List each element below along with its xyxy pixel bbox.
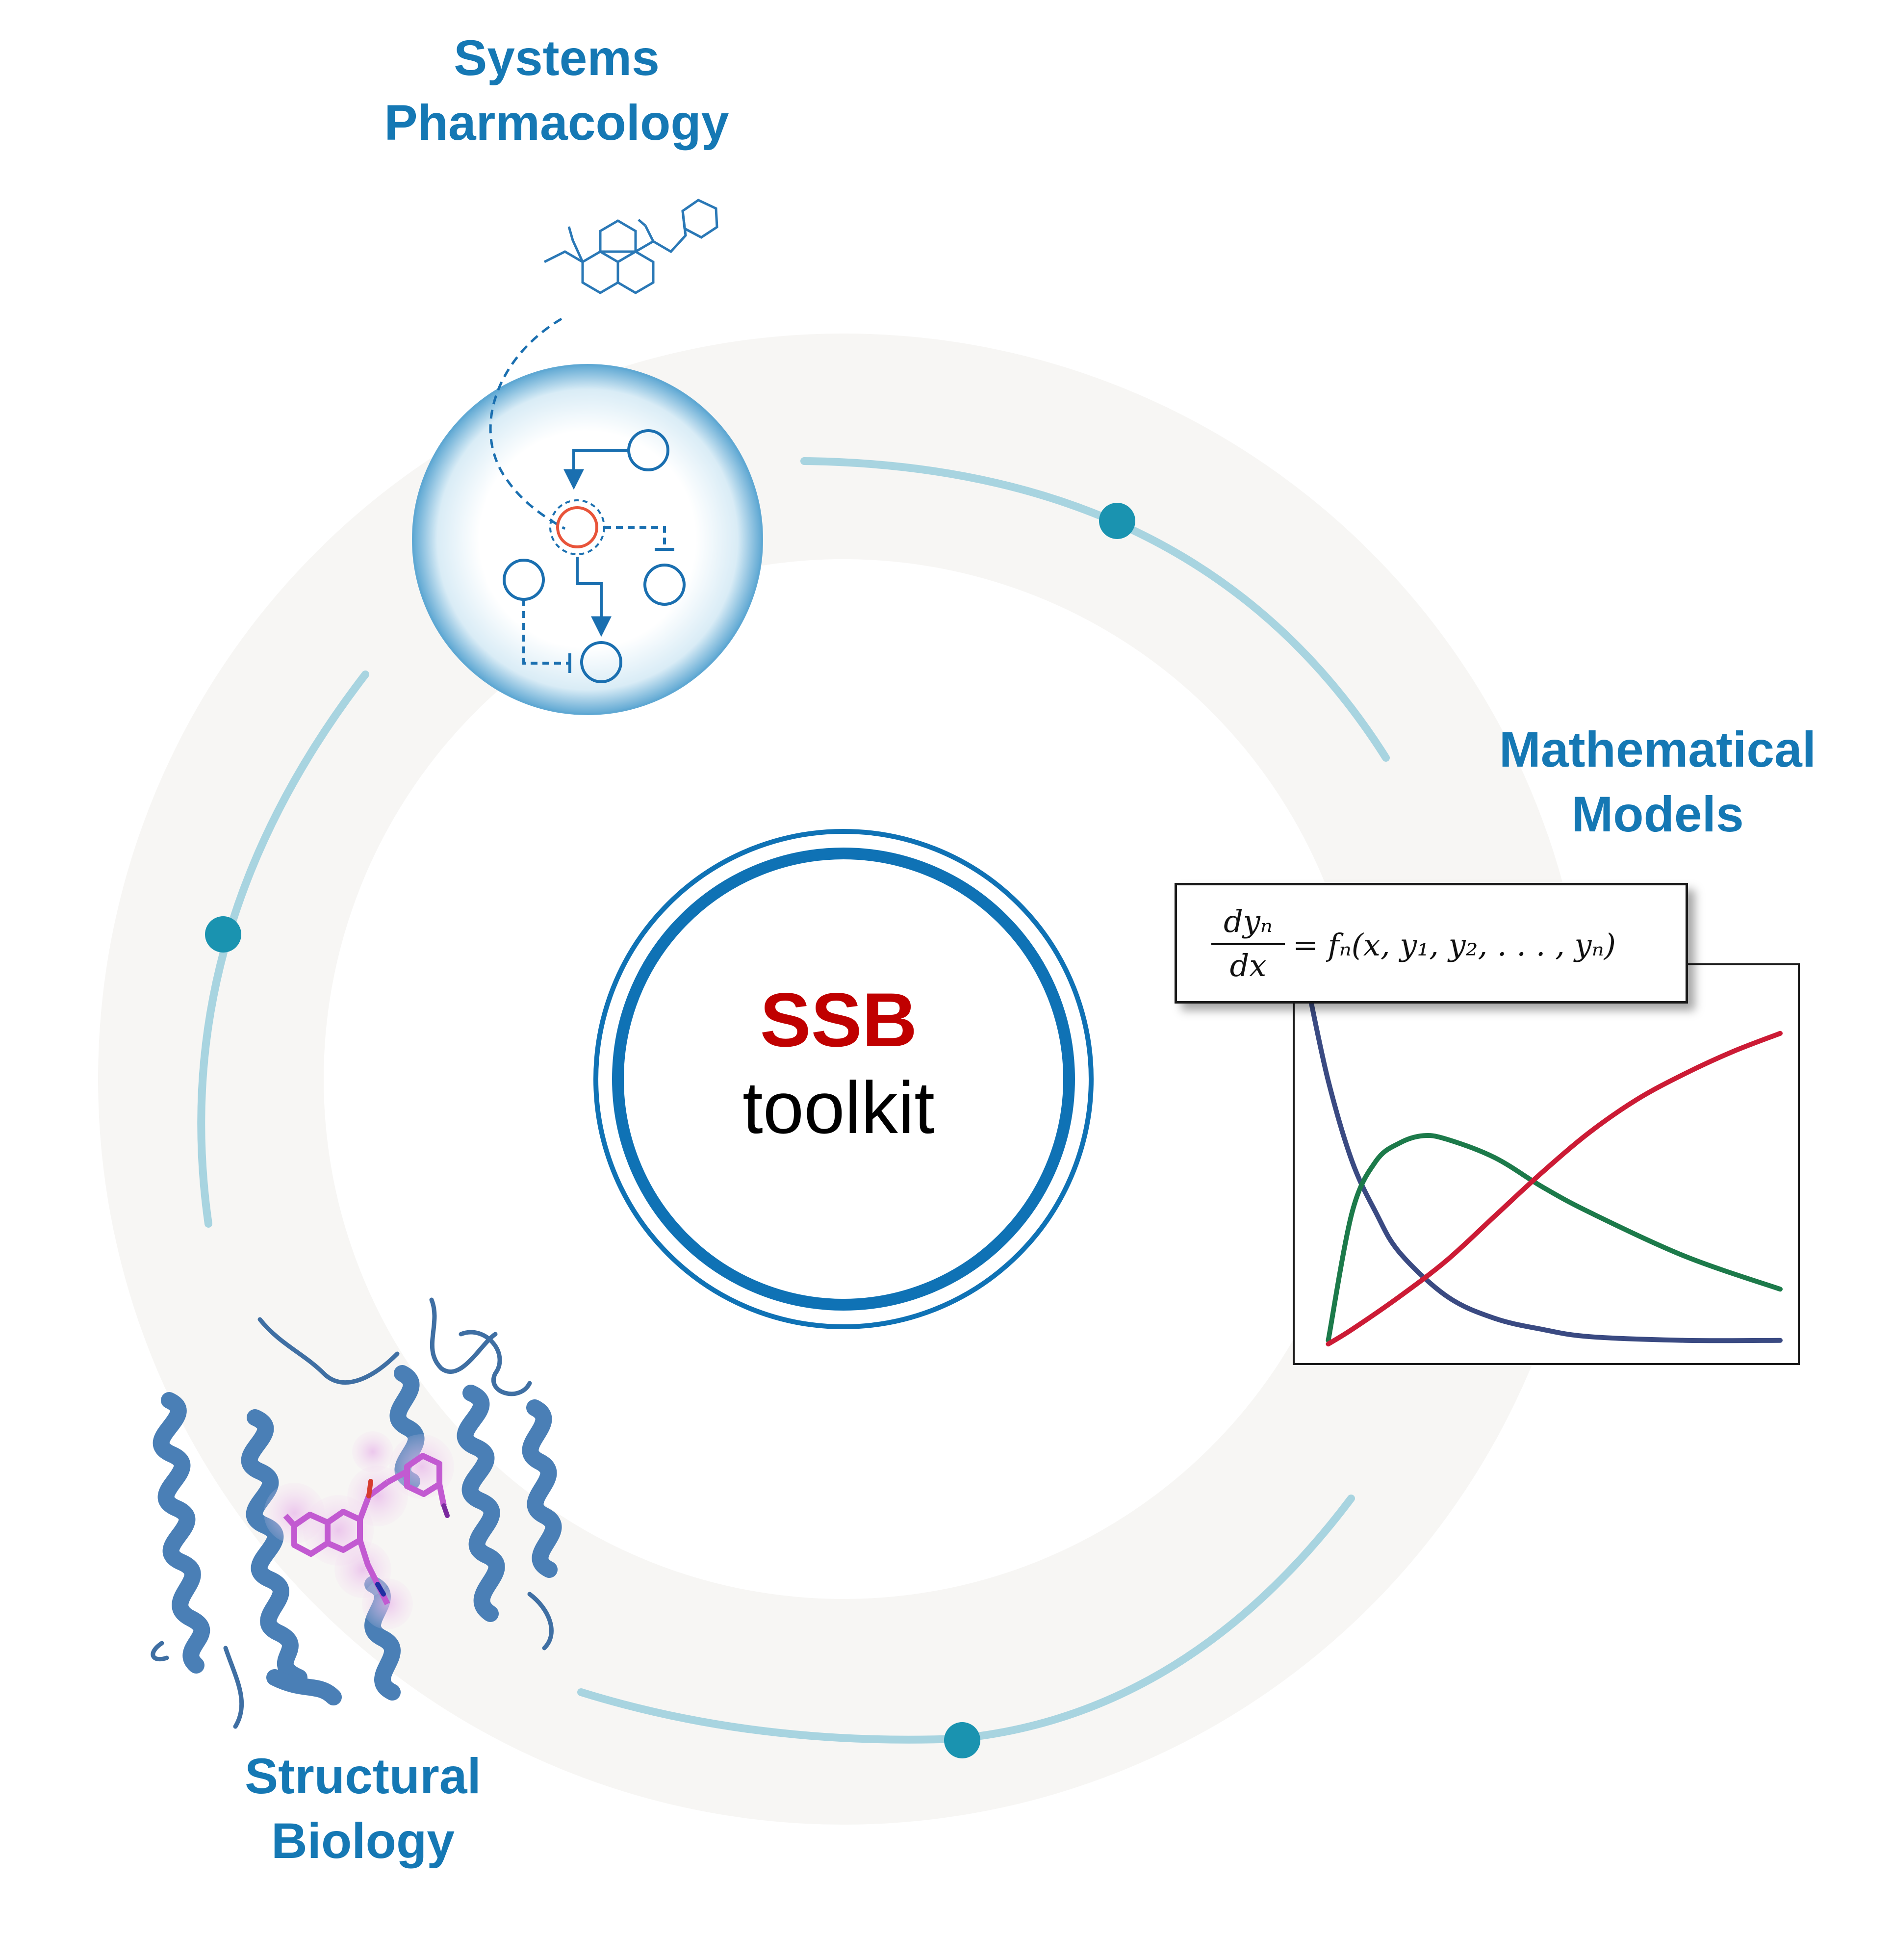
label-mathematical-models: Mathematical Models [1412,717,1892,847]
center-ring-inner [612,848,1075,1311]
drug-binding-dashed-path [489,317,566,530]
plot-series-line-2 [1326,1133,1783,1343]
ode-equation-box: dyₙ dx = fₙ(x, y₁, y₂, . . . , yₙ) [1175,883,1688,1004]
ligand-surface-glow [264,1431,454,1629]
plot-frame [1293,963,1800,1365]
equation-denominator: dx [1229,948,1267,983]
label-structural-biology-line-2: Biology [271,1813,455,1869]
protein-structure-illustration [151,1297,562,1729]
center-label: SSB toolkit [603,976,1074,1151]
label-systems-pharmacology-line-2: Pharmacology [384,95,729,151]
arc-pharmacology-to-models [800,457,1390,762]
model-plot [1293,963,1800,1365]
plot-series-line-1 [1306,990,1783,1343]
plot-series-line-3 [1326,1031,1783,1347]
signaling-network [503,429,686,683]
node-right [643,564,686,606]
arc-dot-bottom [944,1722,980,1758]
plot-series-group [1306,990,1783,1347]
cycle-dots [205,503,1135,1758]
molecule-icon [543,199,718,294]
equation-numerator: dyₙ [1211,902,1285,945]
node-bottom [580,641,622,683]
center-ring-outer [593,829,1094,1329]
toolkit-subtitle: toolkit [742,1066,935,1149]
arc-dot-top-right [1099,503,1135,539]
label-systems-pharmacology-line-1: Systems [454,30,660,86]
pharmacology-bubble [412,364,763,715]
label-mathematical-models-line-1: Mathematical [1499,722,1816,777]
protein-loops [151,1297,554,1729]
ligand-atoms [366,1479,450,1597]
ssb-title: SSB [760,978,918,1063]
target-node [556,506,598,548]
arc-dot-left [205,916,241,953]
protein-helices [153,1365,562,1705]
equation-right-hand-side: = fₙ(x, y₁, y₂, . . . , yₙ) [1293,927,1616,963]
label-structural-biology: Structural Biology [128,1744,598,1873]
label-mathematical-models-line-2: Models [1571,786,1744,842]
equation-fraction: dyₙ dx [1211,902,1285,985]
label-systems-pharmacology: Systems Pharmacology [255,26,858,155]
label-structural-biology-line-1: Structural [245,1748,481,1804]
